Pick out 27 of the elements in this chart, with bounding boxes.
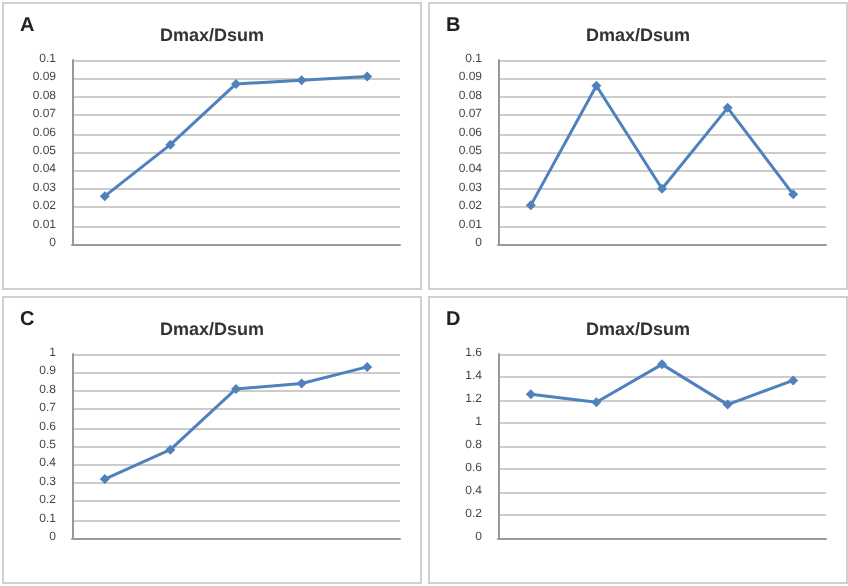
point bbox=[657, 359, 667, 370]
point bbox=[788, 189, 799, 200]
point bbox=[525, 389, 536, 400]
text: A bbox=[20, 15, 35, 37]
text: C bbox=[20, 309, 35, 331]
point bbox=[591, 397, 602, 408]
point bbox=[99, 191, 110, 202]
chart-title: Dmax/Dsum bbox=[159, 319, 265, 339]
chart-title: Dmax/Dsum bbox=[585, 25, 691, 45]
point bbox=[296, 378, 307, 389]
point bbox=[362, 71, 373, 82]
point bbox=[788, 375, 799, 386]
text: D bbox=[446, 309, 461, 331]
point bbox=[231, 383, 241, 394]
point bbox=[231, 78, 241, 89]
chart-title: Dmax/Dsum bbox=[585, 319, 691, 339]
point bbox=[722, 102, 733, 113]
chart-title: Dmax/Dsum bbox=[159, 25, 265, 45]
point bbox=[165, 139, 176, 150]
text: B bbox=[446, 15, 461, 37]
point bbox=[362, 361, 373, 372]
point bbox=[525, 200, 536, 211]
point bbox=[591, 80, 602, 91]
point bbox=[99, 474, 110, 485]
point bbox=[722, 399, 733, 410]
point bbox=[657, 183, 667, 194]
point bbox=[165, 444, 176, 455]
